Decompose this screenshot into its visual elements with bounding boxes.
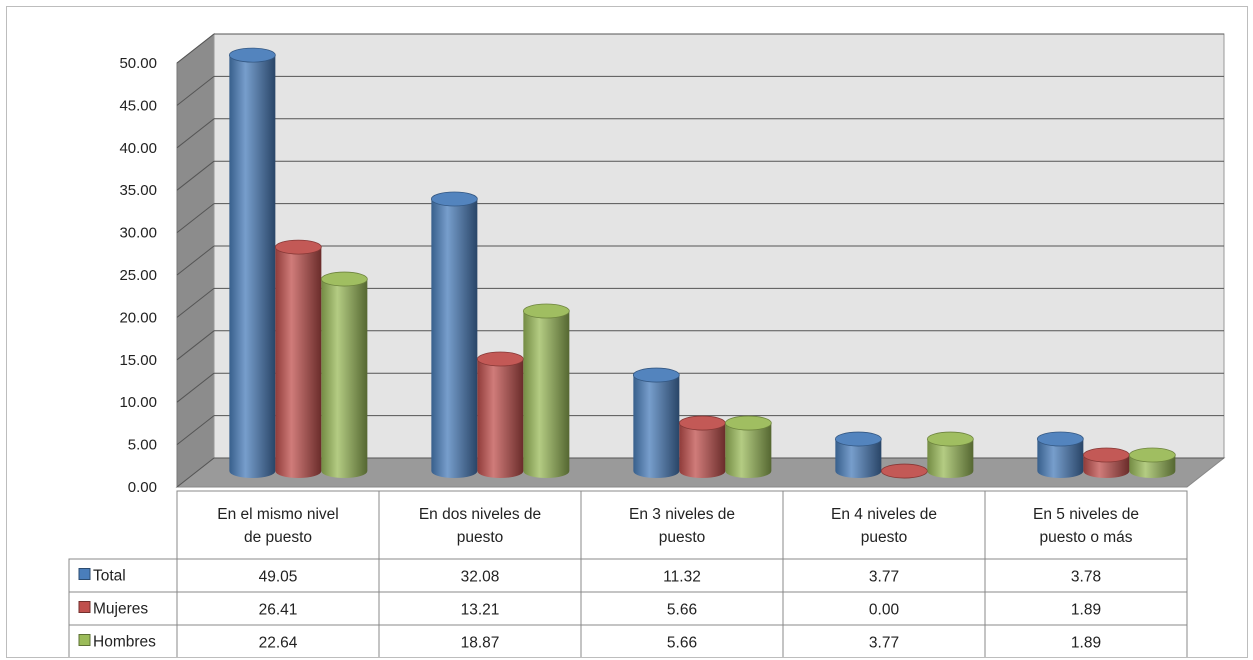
y-tick-label: 10.00	[119, 394, 157, 411]
bar-top	[476, 351, 524, 367]
bar-top	[678, 415, 726, 431]
table-cell-value: 5.66	[667, 635, 697, 652]
bar-top	[1082, 447, 1130, 463]
table-cell-value: 22.64	[259, 635, 298, 652]
y-tick-label: 30.00	[119, 225, 157, 242]
bar-total	[1036, 431, 1084, 479]
table-cell-value: 32.08	[461, 569, 500, 586]
table-cell-value: 3.77	[869, 569, 899, 586]
gridline-side	[176, 76, 215, 106]
y-tick-label: 25.00	[119, 267, 157, 284]
bar-top	[1036, 431, 1084, 447]
bar-mujeres	[274, 239, 322, 479]
bar-top	[880, 463, 928, 479]
gridline-side	[176, 203, 215, 233]
table-cell-value: 49.05	[259, 569, 298, 586]
bar-hombres	[926, 431, 974, 479]
bar-top	[632, 367, 680, 383]
legend-swatch-hombres	[78, 634, 91, 646]
table-cell-value: 5.66	[667, 602, 697, 619]
y-tick-label: 0.00	[128, 479, 157, 496]
bar-hombres	[320, 271, 368, 479]
gridline-side	[176, 33, 215, 64]
bar-hombres	[522, 303, 570, 479]
bar-hombres	[724, 415, 772, 479]
y-tick-label: 50.00	[119, 55, 157, 72]
bar-mujeres	[1082, 447, 1130, 479]
bar-top	[274, 239, 322, 255]
bar-top	[320, 271, 368, 287]
gridline-side	[176, 118, 215, 149]
bar-body	[523, 311, 570, 479]
bar-body	[725, 423, 772, 479]
bar-top	[926, 431, 974, 447]
legend-label: Hombres	[93, 634, 156, 651]
bar-body	[431, 199, 478, 479]
bar-top	[724, 415, 772, 431]
gridline-side	[176, 330, 215, 361]
bar-body	[275, 247, 322, 479]
bar-hombres	[1128, 447, 1176, 479]
bar-mujeres	[678, 415, 726, 479]
bar-top	[1128, 447, 1176, 463]
category-label: En el mismo nivel	[217, 506, 338, 523]
gridline-side	[176, 457, 215, 488]
legend-swatch-total	[78, 568, 91, 580]
table-cell-value: 18.87	[461, 635, 500, 652]
gridline-side	[176, 415, 215, 445]
category-label: de puesto	[244, 529, 312, 546]
bar-mujeres	[476, 351, 524, 479]
legend-swatch-mujeres	[78, 601, 91, 613]
bar-body	[321, 279, 368, 479]
table-cell-value: 3.77	[869, 635, 899, 652]
bar-body	[679, 423, 726, 479]
bar-top	[430, 191, 478, 207]
table-cell-value: 3.78	[1071, 569, 1101, 586]
bar-top	[522, 303, 570, 319]
category-label: En dos niveles de	[419, 506, 541, 523]
gridline-side	[176, 160, 215, 191]
bar-body	[835, 439, 882, 479]
table-cell-value: 11.32	[663, 569, 701, 586]
bar-top	[834, 431, 882, 447]
bar-top	[228, 47, 276, 63]
y-tick-label: 45.00	[119, 97, 157, 114]
category-label: En 4 niveles de	[831, 506, 937, 523]
category-label: puesto	[861, 529, 908, 546]
category-label: puesto	[659, 529, 706, 546]
y-tick-label: 15.00	[119, 352, 157, 369]
bar-total	[834, 431, 882, 479]
legend-label: Mujeres	[93, 601, 148, 618]
category-label: puesto o más	[1039, 529, 1132, 546]
legend-label: Total	[93, 568, 126, 585]
bar-total	[430, 191, 478, 479]
y-tick-label: 20.00	[119, 309, 157, 326]
bar-mujeres	[880, 463, 928, 479]
category-label: En 3 niveles de	[629, 506, 735, 523]
bar-body	[927, 439, 974, 479]
bar-body	[229, 55, 276, 479]
bar-body	[477, 359, 524, 479]
table-cell-value: 26.41	[259, 602, 298, 619]
gridline-side	[176, 245, 215, 276]
table-cell-value: 1.89	[1071, 602, 1101, 619]
y-tick-label: 40.00	[119, 140, 157, 157]
table-cell-value: 0.00	[869, 602, 900, 619]
table-cell-value: 13.21	[461, 602, 500, 619]
bar-body	[633, 375, 680, 479]
gridline-side	[176, 288, 215, 318]
bar-total	[228, 47, 276, 479]
bar-total	[632, 367, 680, 479]
bar-body	[1037, 438, 1084, 479]
y-tick-label: 35.00	[119, 182, 157, 199]
category-label: puesto	[457, 529, 504, 546]
table-cell-value: 1.89	[1071, 635, 1101, 652]
gridline-side	[176, 372, 215, 403]
category-label: En 5 niveles de	[1033, 506, 1139, 523]
y-tick-label: 5.00	[128, 437, 157, 454]
chart-area: 0.00 5.00 10.00 15.00 20.00 25.00 30.00 35.00 40…	[6, 6, 1248, 658]
cylinder-bar-chart: 0.00 5.00 10.00 15.00 20.00 25.00 30.00 35.00 40…	[68, 32, 1226, 657]
